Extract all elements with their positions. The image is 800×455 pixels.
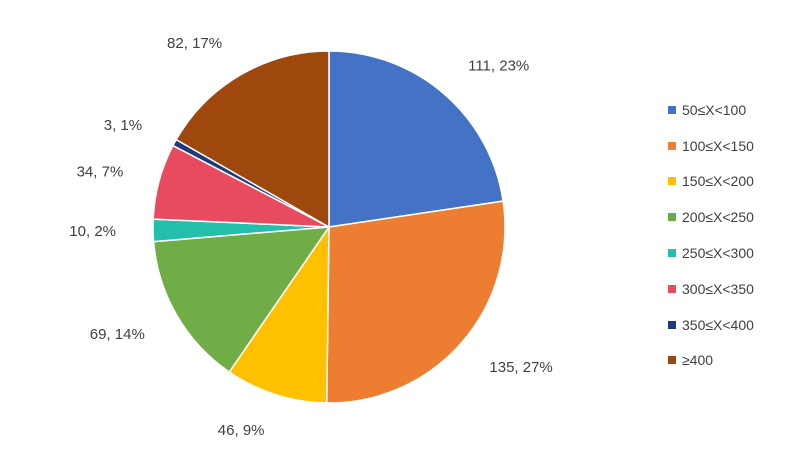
chart-legend: 50≤X<100 100≤X<150 150≤X<200 200≤X<250 250≤X… [668, 92, 754, 378]
legend-item-0: 50≤X<100 [668, 92, 754, 128]
legend-label-1: 100≤X<150 [682, 137, 754, 154]
data-label-0: 111, 23% [468, 58, 529, 75]
data-label-1: 135, 27% [489, 359, 552, 376]
legend-label-6: 350≤X<400 [682, 316, 754, 333]
legend-swatch-3 [668, 213, 676, 222]
data-label-4: 10, 2% [69, 223, 116, 240]
legend-label-2: 150≤X<200 [682, 173, 754, 190]
pie-data-labels: 111, 23% 135, 27% 46, 9% 69, 14% 10, 2% 34, 7… [69, 35, 552, 439]
legend-label-7: ≥400 [682, 352, 714, 369]
legend-label-0: 50≤X<100 [682, 101, 747, 118]
legend-label-4: 250≤X<300 [682, 245, 754, 262]
legend-swatch-0 [668, 105, 676, 114]
legend-item-4: 250≤X<300 [668, 235, 754, 271]
legend-item-6: 350≤X<400 [668, 307, 754, 343]
legend-swatch-7 [668, 356, 676, 365]
legend-item-3: 200≤X<250 [668, 199, 754, 235]
pie-slice-7 [175, 50, 330, 229]
legend-item-1: 100≤X<150 [668, 128, 754, 164]
legend-label-3: 200≤X<250 [682, 209, 754, 226]
pie-slice-1 [325, 200, 506, 404]
pie-slice-0 [328, 50, 504, 228]
pie-slice-2 [228, 224, 330, 404]
data-label-7: 82, 17% [167, 35, 222, 52]
legend-label-5: 300≤X<350 [682, 280, 754, 297]
legend-item-5: 300≤X<350 [668, 271, 754, 307]
legend-item-7: ≥400 [668, 343, 754, 379]
legend-swatch-6 [668, 320, 676, 329]
legend-swatch-2 [668, 177, 676, 186]
legend-swatch-4 [668, 249, 676, 258]
data-label-6: 3, 1% [104, 117, 142, 134]
pie-slice-3 [152, 226, 331, 374]
data-label-2: 46, 9% [218, 422, 265, 439]
legend-item-2: 150≤X<200 [668, 164, 754, 200]
legend-swatch-5 [668, 284, 676, 293]
data-label-5: 34, 7% [77, 164, 124, 181]
data-label-3: 69, 14% [90, 326, 145, 343]
legend-swatch-1 [668, 141, 676, 150]
pie-slices [152, 50, 506, 404]
